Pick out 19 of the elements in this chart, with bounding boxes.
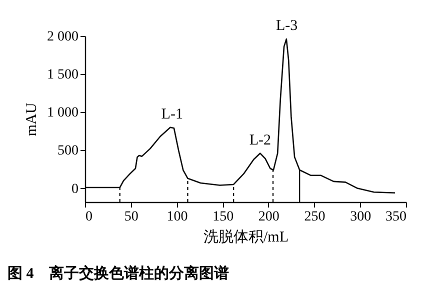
y-tick-label: 0 — [72, 182, 78, 197]
x-tick-label: 300 — [350, 210, 372, 224]
x-tick-label: 50 — [124, 210, 138, 224]
x-tick-label: 200 — [258, 210, 280, 224]
y-tick-label: 1 500 — [47, 68, 78, 83]
x-axis-title: 洗脱体积/mL — [204, 228, 288, 246]
y-tick-label: 1 000 — [47, 106, 78, 121]
text: 图 4 离子交换色谱柱的分离图谱 — [8, 264, 229, 282]
annotation: L-3 — [276, 18, 298, 34]
x-tick-label: 350 — [386, 210, 406, 224]
x-tick-label: 250 — [304, 210, 326, 224]
y-tick-label: 500 — [58, 144, 78, 159]
x-tick-label: 150 — [212, 210, 234, 224]
x-tick-label: 0 — [86, 210, 92, 224]
annotation: L-2 — [249, 132, 272, 149]
y-axis-title: mAU — [24, 102, 40, 136]
y-tick-label: 2 000 — [47, 30, 78, 44]
x-tick-label: 100 — [166, 210, 188, 224]
annotation: L-1 — [161, 106, 183, 122]
